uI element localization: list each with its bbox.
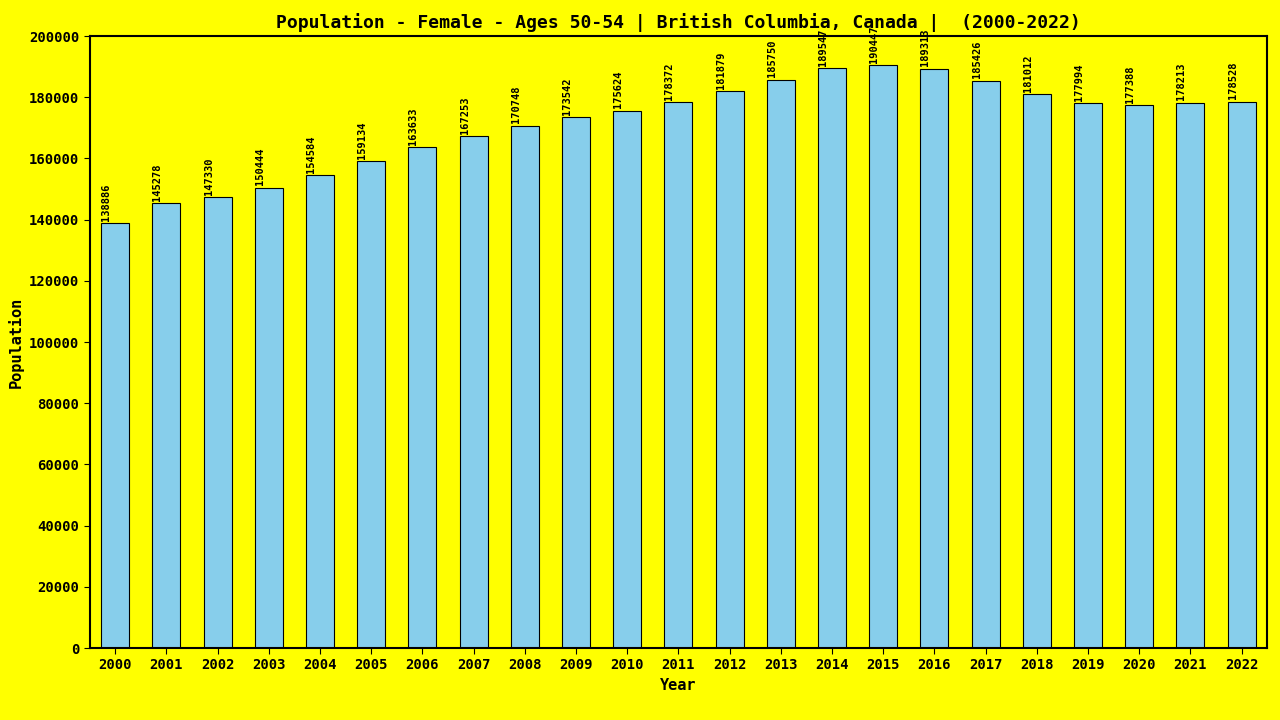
- Text: 178528: 178528: [1228, 62, 1238, 99]
- Text: 173542: 173542: [562, 77, 572, 114]
- Text: 178372: 178372: [664, 62, 675, 100]
- Bar: [152, 204, 180, 648]
- Title: Population - Female - Ages 50-54 | British Columbia, Canada |  (2000-2022): Population - Female - Ages 50-54 | Briti…: [276, 13, 1080, 32]
- Bar: [255, 188, 283, 648]
- Bar: [1023, 94, 1051, 648]
- Bar: [1176, 103, 1204, 648]
- Bar: [357, 161, 385, 648]
- Text: 167253: 167253: [460, 96, 470, 134]
- Text: 170748: 170748: [511, 86, 521, 123]
- Text: 147330: 147330: [204, 157, 214, 194]
- Text: 181879: 181879: [716, 52, 726, 89]
- Text: 154584: 154584: [306, 135, 316, 173]
- Bar: [767, 80, 795, 648]
- Bar: [562, 117, 590, 648]
- Text: 189547: 189547: [818, 28, 828, 66]
- Bar: [408, 148, 436, 648]
- Text: 189313: 189313: [920, 29, 931, 66]
- Bar: [716, 91, 744, 648]
- Text: 175624: 175624: [613, 71, 623, 108]
- Bar: [306, 175, 334, 648]
- Text: 181012: 181012: [1023, 54, 1033, 91]
- Bar: [869, 66, 897, 648]
- Bar: [1125, 105, 1153, 648]
- Text: 178213: 178213: [1176, 63, 1187, 100]
- Text: 185750: 185750: [767, 40, 777, 77]
- Text: 177388: 177388: [1125, 66, 1135, 103]
- Text: 177994: 177994: [1074, 63, 1084, 101]
- Text: 145278: 145278: [152, 163, 163, 201]
- Y-axis label: Population: Population: [8, 297, 23, 387]
- Bar: [920, 68, 948, 648]
- Text: 190447: 190447: [869, 25, 879, 63]
- X-axis label: Year: Year: [660, 678, 696, 693]
- Bar: [460, 136, 488, 648]
- Bar: [972, 81, 1000, 648]
- Text: 159134: 159134: [357, 121, 367, 158]
- Bar: [613, 111, 641, 648]
- Text: 163633: 163633: [408, 107, 419, 145]
- Bar: [818, 68, 846, 648]
- Bar: [511, 125, 539, 648]
- Bar: [1228, 102, 1256, 648]
- Text: 185426: 185426: [972, 40, 982, 78]
- Bar: [204, 197, 232, 648]
- Text: 138886: 138886: [101, 183, 111, 220]
- Text: 150444: 150444: [255, 148, 265, 185]
- Bar: [1074, 104, 1102, 648]
- Bar: [101, 223, 129, 648]
- Bar: [664, 102, 692, 648]
